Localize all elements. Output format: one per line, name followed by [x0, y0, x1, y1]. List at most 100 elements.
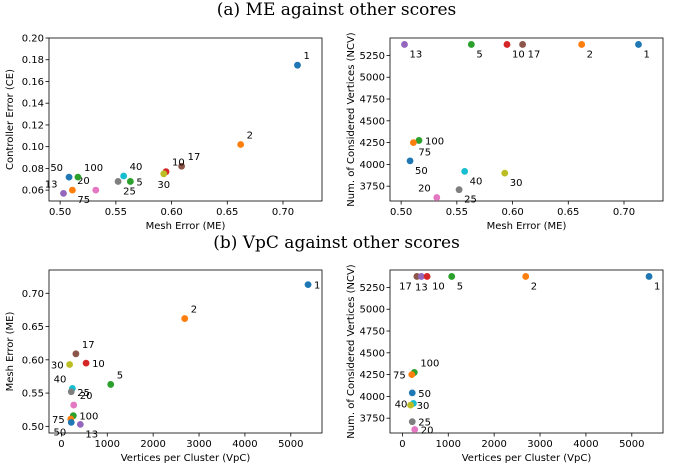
data-point-20 — [92, 186, 100, 194]
y-tick-label: 0.50 — [22, 422, 44, 433]
data-label-2: 2 — [247, 130, 253, 141]
data-point-1 — [645, 273, 653, 280]
x-axis-label: Mesh Error (ME) — [146, 221, 226, 232]
data-label-30: 30 — [417, 401, 430, 412]
data-point-25 — [114, 178, 122, 185]
y-tick-label: 4500 — [360, 116, 385, 127]
data-point-1 — [304, 281, 312, 289]
data-point-30 — [160, 170, 168, 178]
data-label-10: 10 — [172, 158, 185, 169]
data-point-13 — [417, 273, 425, 280]
data-label-75: 75 — [77, 195, 90, 206]
data-point-25 — [67, 388, 75, 396]
x-tick-label: 0.55 — [105, 207, 127, 218]
plot-frame — [48, 37, 323, 202]
data-point-10 — [82, 359, 90, 367]
data-label-30: 30 — [51, 360, 64, 371]
y-tick-label: 0.16 — [22, 77, 44, 88]
data-point-25 — [455, 186, 463, 194]
x-tick-label: 1000 — [436, 439, 461, 450]
data-label-2: 2 — [191, 305, 197, 316]
data-point-50 — [65, 173, 73, 181]
data-point-2 — [181, 315, 189, 322]
data-label-5: 5 — [476, 49, 482, 60]
data-label-17: 17 — [188, 152, 201, 163]
x-tick-label: 1000 — [95, 439, 120, 450]
data-point-50 — [67, 418, 75, 426]
data-point-13 — [76, 420, 84, 428]
data-label-1: 1 — [303, 51, 309, 62]
data-point-75 — [69, 186, 76, 194]
data-label-100: 100 — [425, 136, 444, 147]
x-tick-label: 4000 — [232, 439, 257, 450]
data-point-75 — [410, 139, 417, 146]
data-point-30 — [66, 361, 74, 368]
plot-frame — [389, 269, 664, 434]
y-axis-label: Mesh Error (ME) — [5, 311, 16, 391]
x-tick-label: 0.70 — [613, 207, 635, 218]
y-tick-label: 3750 — [360, 182, 385, 193]
data-label-5: 5 — [117, 370, 123, 381]
x-tick-label: 5000 — [619, 439, 644, 450]
y-tick-label: 3750 — [360, 414, 385, 425]
y-tick-label: 0.70 — [22, 289, 44, 300]
data-point-40 — [461, 167, 469, 175]
y-tick-label: 5250 — [360, 283, 385, 294]
data-point-10 — [503, 41, 511, 48]
section-title-a: (a) ME against other scores — [216, 0, 457, 20]
data-label-50: 50 — [415, 166, 428, 177]
data-point-5 — [107, 381, 115, 388]
data-point-10 — [423, 273, 431, 280]
data-point-100 — [74, 173, 82, 181]
x-tick-label: 0 — [399, 439, 405, 450]
y-tick-label: 0.10 — [22, 142, 44, 153]
y-tick-label: 4750 — [360, 327, 385, 338]
data-label-10: 10 — [92, 359, 105, 370]
data-point-17 — [519, 41, 526, 48]
data-label-100: 100 — [84, 163, 103, 174]
y-tick-label: 0.08 — [22, 164, 44, 175]
data-label-100: 100 — [420, 358, 439, 369]
data-point-1 — [635, 41, 642, 48]
data-point-17 — [72, 350, 80, 358]
x-tick-label: 0.70 — [272, 207, 294, 218]
data-label-5: 5 — [457, 281, 463, 292]
data-point-5 — [467, 41, 475, 48]
x-tick-label: 0.60 — [501, 207, 523, 218]
section-title-b: (b) VpC against other scores — [213, 233, 460, 253]
x-axis-label: Vertices per Cluster (VpC) — [121, 453, 251, 464]
data-label-50: 50 — [54, 427, 67, 438]
data-label-40: 40 — [54, 374, 67, 385]
y-tick-label: 0.18 — [22, 55, 44, 66]
y-tick-label: 4500 — [360, 348, 385, 359]
x-tick-label: 3000 — [527, 439, 552, 450]
y-tick-label: 0.20 — [22, 34, 44, 45]
y-axis-label: Num. of Considered Vertices (NCV) — [346, 264, 357, 439]
data-point-100 — [415, 137, 423, 144]
data-label-20: 20 — [77, 176, 90, 187]
data-label-25: 25 — [418, 418, 431, 429]
y-tick-label: 0.60 — [22, 355, 44, 366]
x-tick-label: 5000 — [278, 439, 303, 450]
y-tick-label: 0.06 — [22, 186, 44, 197]
data-label-17: 17 — [82, 340, 95, 351]
data-label-1: 1 — [643, 49, 649, 60]
data-label-100: 100 — [79, 412, 98, 423]
data-point-17 — [178, 162, 186, 170]
data-label-10: 10 — [512, 49, 525, 60]
y-tick-label: 0.65 — [22, 322, 44, 333]
data-point-20 — [433, 194, 441, 201]
y-tick-label: 4000 — [360, 392, 385, 403]
y-tick-label: 4000 — [360, 160, 385, 171]
data-label-13: 13 — [45, 179, 58, 190]
data-point-40 — [120, 172, 128, 180]
data-point-13 — [60, 189, 67, 197]
x-tick-label: 2000 — [140, 439, 165, 450]
data-label-10: 10 — [432, 281, 445, 292]
x-tick-label: 0.50 — [390, 207, 412, 218]
